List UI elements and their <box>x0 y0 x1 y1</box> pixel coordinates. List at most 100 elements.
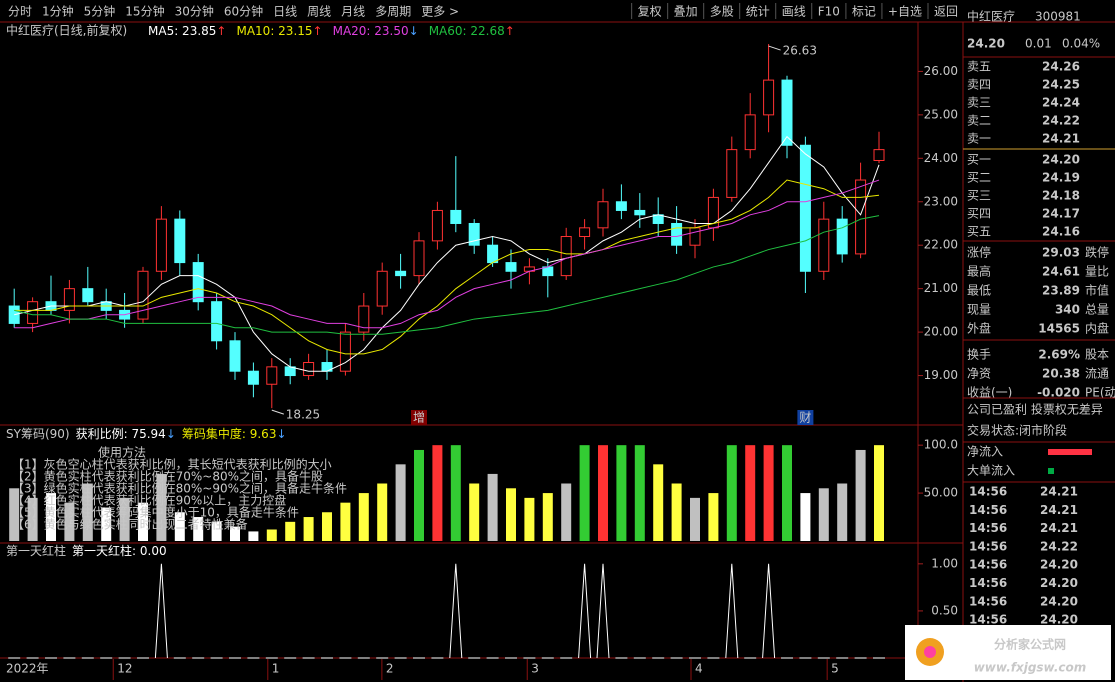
toolbar-button[interactable]: 更多 > <box>421 5 459 19</box>
chip-bar <box>542 493 553 541</box>
y-tick-label: 1.00 <box>931 556 958 570</box>
event-marker: 财 <box>799 411 811 425</box>
trade-price: 24.21 <box>1040 503 1078 517</box>
candle-body <box>376 270 388 307</box>
usage-note: 【4】红色实柱代表获利比例在90%以上，主力控盘 <box>12 493 286 508</box>
chip-bar <box>266 529 277 541</box>
stat-label: 股本 <box>1085 348 1109 362</box>
event-marker: 增 <box>413 411 425 425</box>
chip-bar <box>690 497 700 541</box>
toolbar-button[interactable]: 月线 <box>341 5 365 19</box>
order-label: 卖四 <box>967 78 991 92</box>
stat-value: 14565 <box>1038 322 1080 336</box>
chip-bar <box>671 483 682 541</box>
candle-body <box>211 301 223 342</box>
chip-bar <box>782 445 792 541</box>
candle-body <box>579 227 591 238</box>
toolbar-button[interactable]: 1分钟 <box>42 4 74 19</box>
trade-price: 24.20 <box>1040 613 1078 627</box>
chip-bar <box>358 493 369 541</box>
order-price: 24.26 <box>1042 60 1080 74</box>
trade-price: 24.20 <box>1040 558 1078 572</box>
chip-bar <box>82 483 93 541</box>
flow-label: 净流入 <box>967 445 1003 459</box>
chip-bar <box>653 464 664 541</box>
indicator-title: 第一天红柱 <box>6 543 66 558</box>
spike <box>578 563 592 659</box>
chip-bar <box>763 445 774 541</box>
ma-trend: ↓ <box>409 24 419 38</box>
toolbar-button[interactable]: F10 <box>818 5 840 19</box>
toolbar-button[interactable]: 画线 <box>782 5 806 19</box>
toolbar-button[interactable]: 15分钟 <box>125 4 164 19</box>
stat-value: -0.020 <box>1037 386 1080 400</box>
toolbar-button[interactable]: 返回 <box>934 5 958 19</box>
x-tick-label: 12 <box>117 662 132 676</box>
x-tick-label: 1 <box>272 662 280 676</box>
toolbar-button[interactable]: +自选 <box>888 5 922 19</box>
ma-trend: ↑ <box>313 24 323 38</box>
company-status: 公司已盈利 投票权无差异 <box>967 402 1103 417</box>
toolbar-button[interactable]: 标记 <box>852 5 876 19</box>
spike <box>154 563 168 659</box>
spike <box>596 563 610 659</box>
x-tick-label: 3 <box>531 662 539 676</box>
usage-note: 【5】黄色实柱代表筹码集中度小于10，具备走牛条件 <box>12 505 299 520</box>
toolbar-button[interactable]: 统计 <box>746 5 770 19</box>
chip-bar <box>616 445 627 541</box>
chip-bar <box>46 493 56 541</box>
stat-label: 总量 <box>1085 303 1109 317</box>
chip-bar <box>174 512 185 541</box>
order-price: 24.16 <box>1042 225 1080 239</box>
toolbar-button[interactable]: 30分钟 <box>175 4 214 19</box>
stat-label: 跌停 <box>1085 245 1109 260</box>
chip-bar <box>285 521 296 541</box>
ma-trend: ↑ <box>505 24 515 38</box>
candle-body <box>63 288 75 311</box>
toolbar-button[interactable]: 周线 <box>307 5 331 19</box>
ma-label: MA5: 23.85↑ <box>148 24 226 38</box>
stat-label: 外盘 <box>967 321 991 336</box>
toolbar-button[interactable]: 5分钟 <box>84 4 116 19</box>
stat-label: 收益(一) <box>967 386 1012 400</box>
y-tick-label: 22.00 <box>924 238 958 252</box>
y-tick-label: 21.00 <box>924 281 958 295</box>
indicator-trend: ↓ <box>166 427 176 441</box>
order-label: 卖五 <box>967 60 991 74</box>
candle-body <box>781 79 793 146</box>
chip-bar <box>248 531 259 541</box>
trade-time: 14:56 <box>969 594 1007 608</box>
toolbar-button[interactable]: 60分钟 <box>224 4 263 19</box>
usage-note: 【6】黄色与绿色实柱同时出现二者特性兼备 <box>12 517 248 532</box>
y-tick-label: 24.00 <box>924 151 958 165</box>
toolbar-button[interactable]: 叠加 <box>674 5 698 19</box>
logo-icon <box>924 646 936 658</box>
chip-bar <box>230 526 240 541</box>
logo-url: www.fxjgsw.com <box>974 661 1087 675</box>
trade-price: 24.20 <box>1040 594 1078 608</box>
chip-bar <box>874 445 884 541</box>
candle-body <box>339 331 351 372</box>
chip-bar <box>414 449 424 541</box>
price-change: 0.01 <box>1025 37 1052 51</box>
trade-price: 24.20 <box>1040 576 1078 590</box>
stat-value: 340 <box>1055 303 1080 317</box>
candle-body <box>468 222 480 246</box>
toolbar-button[interactable]: 多周期 <box>375 5 411 19</box>
toolbar-button[interactable]: 复权 <box>638 5 662 19</box>
ma-label: MA20: 23.50↓ <box>333 24 419 38</box>
chip-bar <box>745 445 756 541</box>
stat-label: 现量 <box>967 303 991 317</box>
toolbar-button[interactable]: 日线 <box>273 5 297 19</box>
chip-bar <box>634 445 645 541</box>
toolbar-button[interactable]: 分时 <box>8 5 32 19</box>
indicator-header: 第一天红柱 第一天红柱: 0.00 <box>6 543 167 558</box>
stat-label: 量比 <box>1085 265 1109 279</box>
chip-bar <box>818 488 829 541</box>
ma-name: MA5: 23.85 <box>148 24 216 38</box>
chip-bar <box>27 497 38 541</box>
order-label: 卖一 <box>967 132 991 146</box>
toolbar-button[interactable]: 多股 <box>710 5 734 19</box>
order-label: 买三 <box>967 189 991 203</box>
spike <box>725 563 739 659</box>
